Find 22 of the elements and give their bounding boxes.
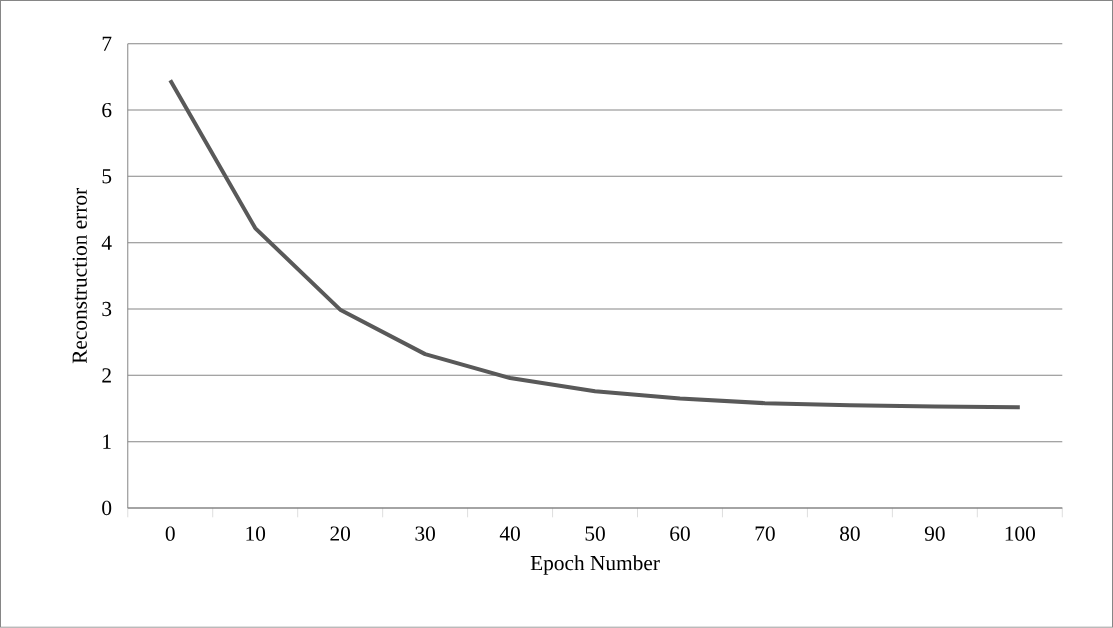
x-axis-title: Epoch Number [530, 555, 660, 575]
y-tick-label: 5 [102, 169, 112, 184]
y-tick-label: 1 [103, 434, 111, 449]
x-tick-label: 100 [1005, 526, 1035, 541]
x-tick-label: 0 [165, 526, 175, 541]
x-tick-label: 10 [246, 526, 266, 541]
line-series [168, 78, 1022, 410]
y-tick-label: 3 [102, 301, 112, 317]
x-tick-label: 20 [330, 526, 351, 541]
x-tick-label: 30 [415, 526, 435, 541]
y-tick-label: 4 [101, 235, 112, 250]
y-tick-label: 6 [102, 103, 112, 118]
x-tick-label: 50 [585, 526, 605, 541]
y-tick-label: 0 [102, 500, 112, 516]
y-tick-label: 7 [102, 36, 112, 51]
x-tick-label: 70 [755, 526, 775, 541]
x-tick-label: 90 [924, 526, 945, 541]
x-tick-label: 80 [840, 526, 860, 541]
x-tick-label: 60 [670, 526, 690, 541]
x-tick-label: 40 [499, 526, 520, 541]
y-axis-title: Reconstruction error [72, 188, 87, 364]
y-tick-label: 2 [102, 368, 111, 383]
